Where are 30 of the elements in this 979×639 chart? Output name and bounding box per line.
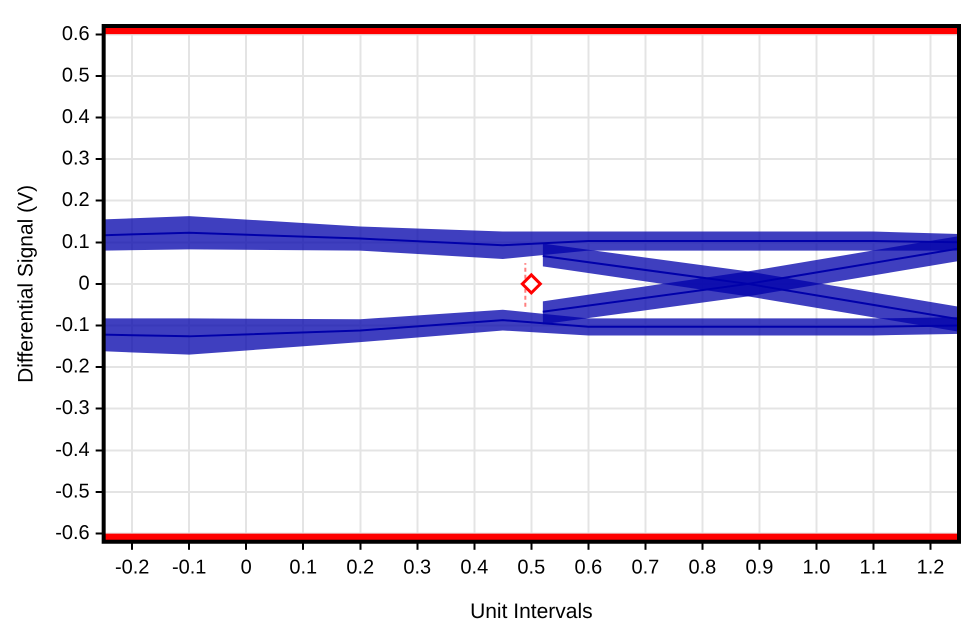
y-tick-label: 0.6 [62,22,90,45]
y-tick-label: -0.5 [55,480,90,502]
y-tick-label: 0.5 [62,64,90,86]
y-tick-label: 0 [78,272,90,294]
x-tick-label: 0.8 [688,556,716,578]
x-tick-label: 0.4 [460,556,488,578]
x-tick-label: 0.2 [346,556,374,578]
x-axis-title: Unit Intervals [470,600,593,624]
y-tick-label: 0.2 [62,189,90,212]
x-tick-label: -0.2 [114,556,150,578]
x-tick-label: 0.6 [574,556,602,578]
x-tick-label: 1.1 [860,556,888,578]
y-tick-label: -0.2 [55,356,90,378]
y-tick-label: -0.6 [55,522,90,544]
x-tick-label: 0.7 [631,556,660,578]
x-tick-label: -0.1 [172,556,206,578]
y-axis-title: Differential Signal (V) [14,184,38,383]
y-tick-label: -0.4 [55,438,90,461]
x-tick-label: 0 [240,556,252,578]
x-tick-label: 0.1 [289,556,318,578]
y-tick-label: -0.1 [55,314,90,336]
x-tick-label: 1.0 [802,556,830,578]
y-tick-label: 0.4 [62,106,90,128]
y-tick-label: 0.1 [62,230,90,253]
x-tick-label: 1.2 [916,556,944,578]
y-tick-label: 0.3 [62,148,90,170]
x-tick-label: 0.5 [517,556,546,578]
y-tick-label: -0.3 [55,397,90,420]
x-tick-label: 0.9 [746,556,774,578]
x-tick-label: 0.3 [403,556,432,578]
